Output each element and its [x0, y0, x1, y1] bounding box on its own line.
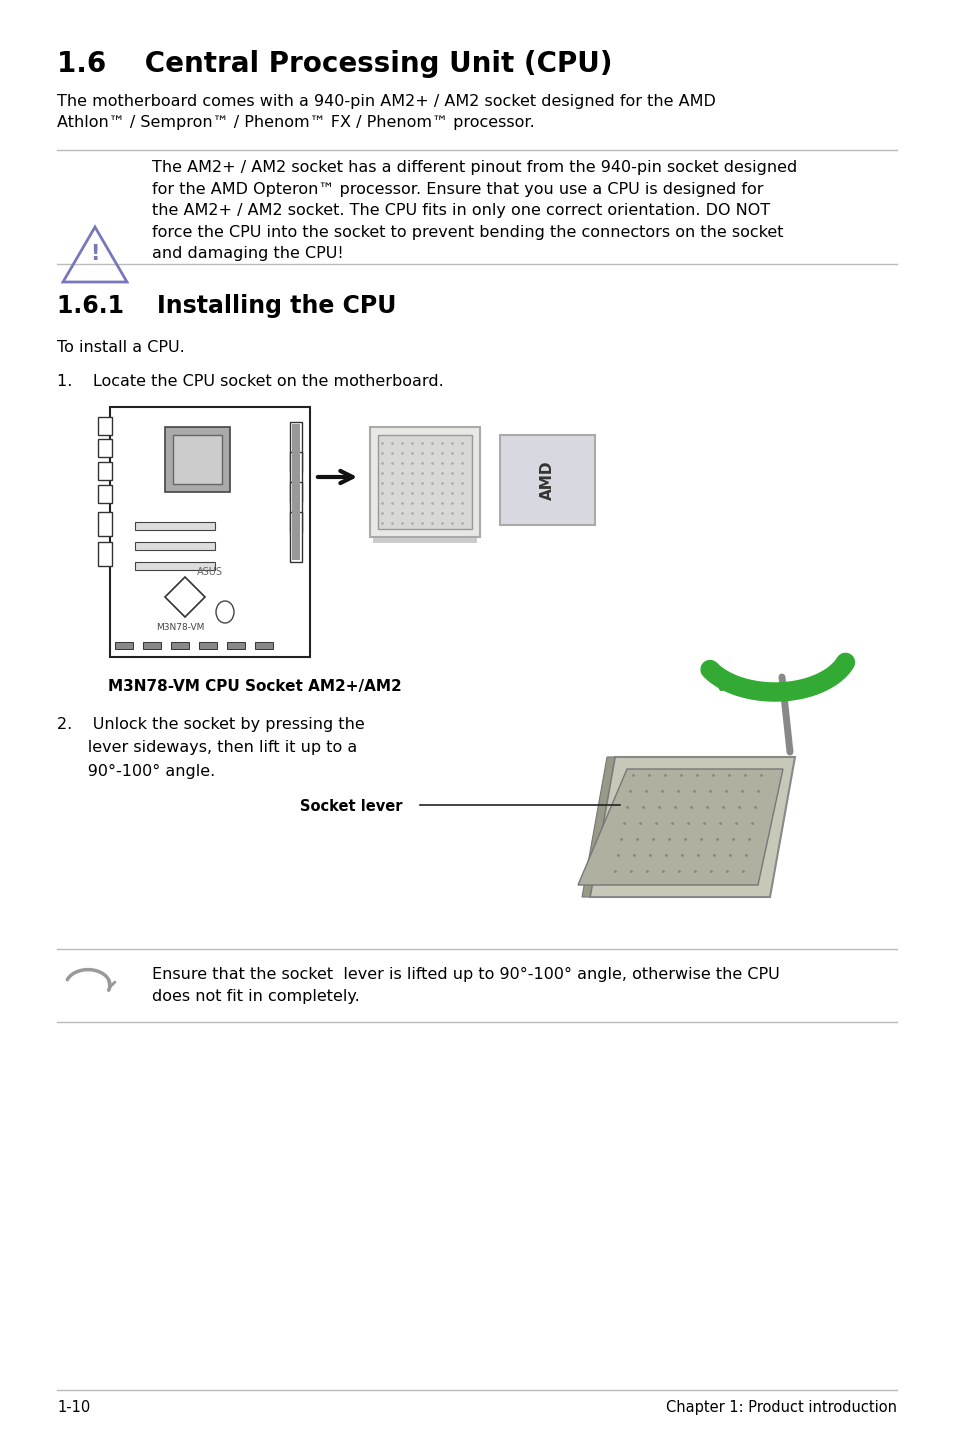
Polygon shape — [589, 756, 794, 897]
Bar — [227, 641, 245, 649]
Bar — [290, 452, 302, 502]
Text: 1.6.1    Installing the CPU: 1.6.1 Installing the CPU — [57, 293, 395, 318]
Bar — [290, 421, 302, 472]
Bar — [290, 512, 302, 562]
Bar — [373, 536, 476, 544]
Bar — [171, 641, 189, 649]
Bar — [377, 436, 472, 529]
Text: AMD: AMD — [539, 460, 555, 500]
Bar — [143, 641, 161, 649]
Bar — [292, 485, 299, 531]
Text: 1.    Locate the CPU socket on the motherboard.: 1. Locate the CPU socket on the motherbo… — [57, 374, 443, 390]
Text: Ensure that the socket  lever is lifted up to 90°-100° angle, otherwise the CPU
: Ensure that the socket lever is lifted u… — [152, 966, 779, 1004]
Bar — [110, 407, 310, 657]
Bar — [290, 482, 302, 532]
Bar — [292, 454, 299, 500]
Text: !: ! — [91, 244, 99, 265]
Bar — [172, 436, 222, 485]
Bar — [135, 522, 214, 531]
Bar — [98, 512, 112, 536]
Text: 1-10: 1-10 — [57, 1401, 91, 1415]
Bar — [135, 562, 214, 569]
Text: Socket lever: Socket lever — [299, 800, 402, 814]
Bar — [98, 542, 112, 567]
Bar — [98, 439, 112, 457]
Text: ASUS: ASUS — [196, 567, 223, 577]
Bar — [98, 417, 112, 436]
Bar — [292, 513, 299, 559]
Text: 2.    Unlock the socket by pressing the
      lever sideways, then lift it up to: 2. Unlock the socket by pressing the lev… — [57, 718, 364, 779]
Text: The motherboard comes with a 940-pin AM2+ / AM2 socket designed for the AMD
Athl: The motherboard comes with a 940-pin AM2… — [57, 93, 715, 129]
Bar — [499, 436, 595, 525]
Bar — [98, 462, 112, 480]
Bar — [292, 424, 299, 470]
Text: M3N78-VM: M3N78-VM — [155, 623, 204, 631]
Polygon shape — [581, 756, 615, 897]
Polygon shape — [578, 769, 782, 884]
Bar — [370, 427, 479, 536]
Bar — [135, 542, 214, 549]
Text: The AM2+ / AM2 socket has a different pinout from the 940-pin socket designed
fo: The AM2+ / AM2 socket has a different pi… — [152, 160, 797, 262]
Bar — [199, 641, 216, 649]
Text: Chapter 1: Product introduction: Chapter 1: Product introduction — [665, 1401, 896, 1415]
Bar — [254, 641, 273, 649]
FancyArrowPatch shape — [317, 470, 353, 483]
Bar — [115, 641, 132, 649]
Text: M3N78-VM CPU Socket AM2+/AM2: M3N78-VM CPU Socket AM2+/AM2 — [108, 679, 401, 695]
Text: To install a CPU.: To install a CPU. — [57, 339, 185, 355]
Bar — [165, 427, 230, 492]
Text: 1.6    Central Processing Unit (CPU): 1.6 Central Processing Unit (CPU) — [57, 50, 612, 78]
Bar — [98, 485, 112, 503]
